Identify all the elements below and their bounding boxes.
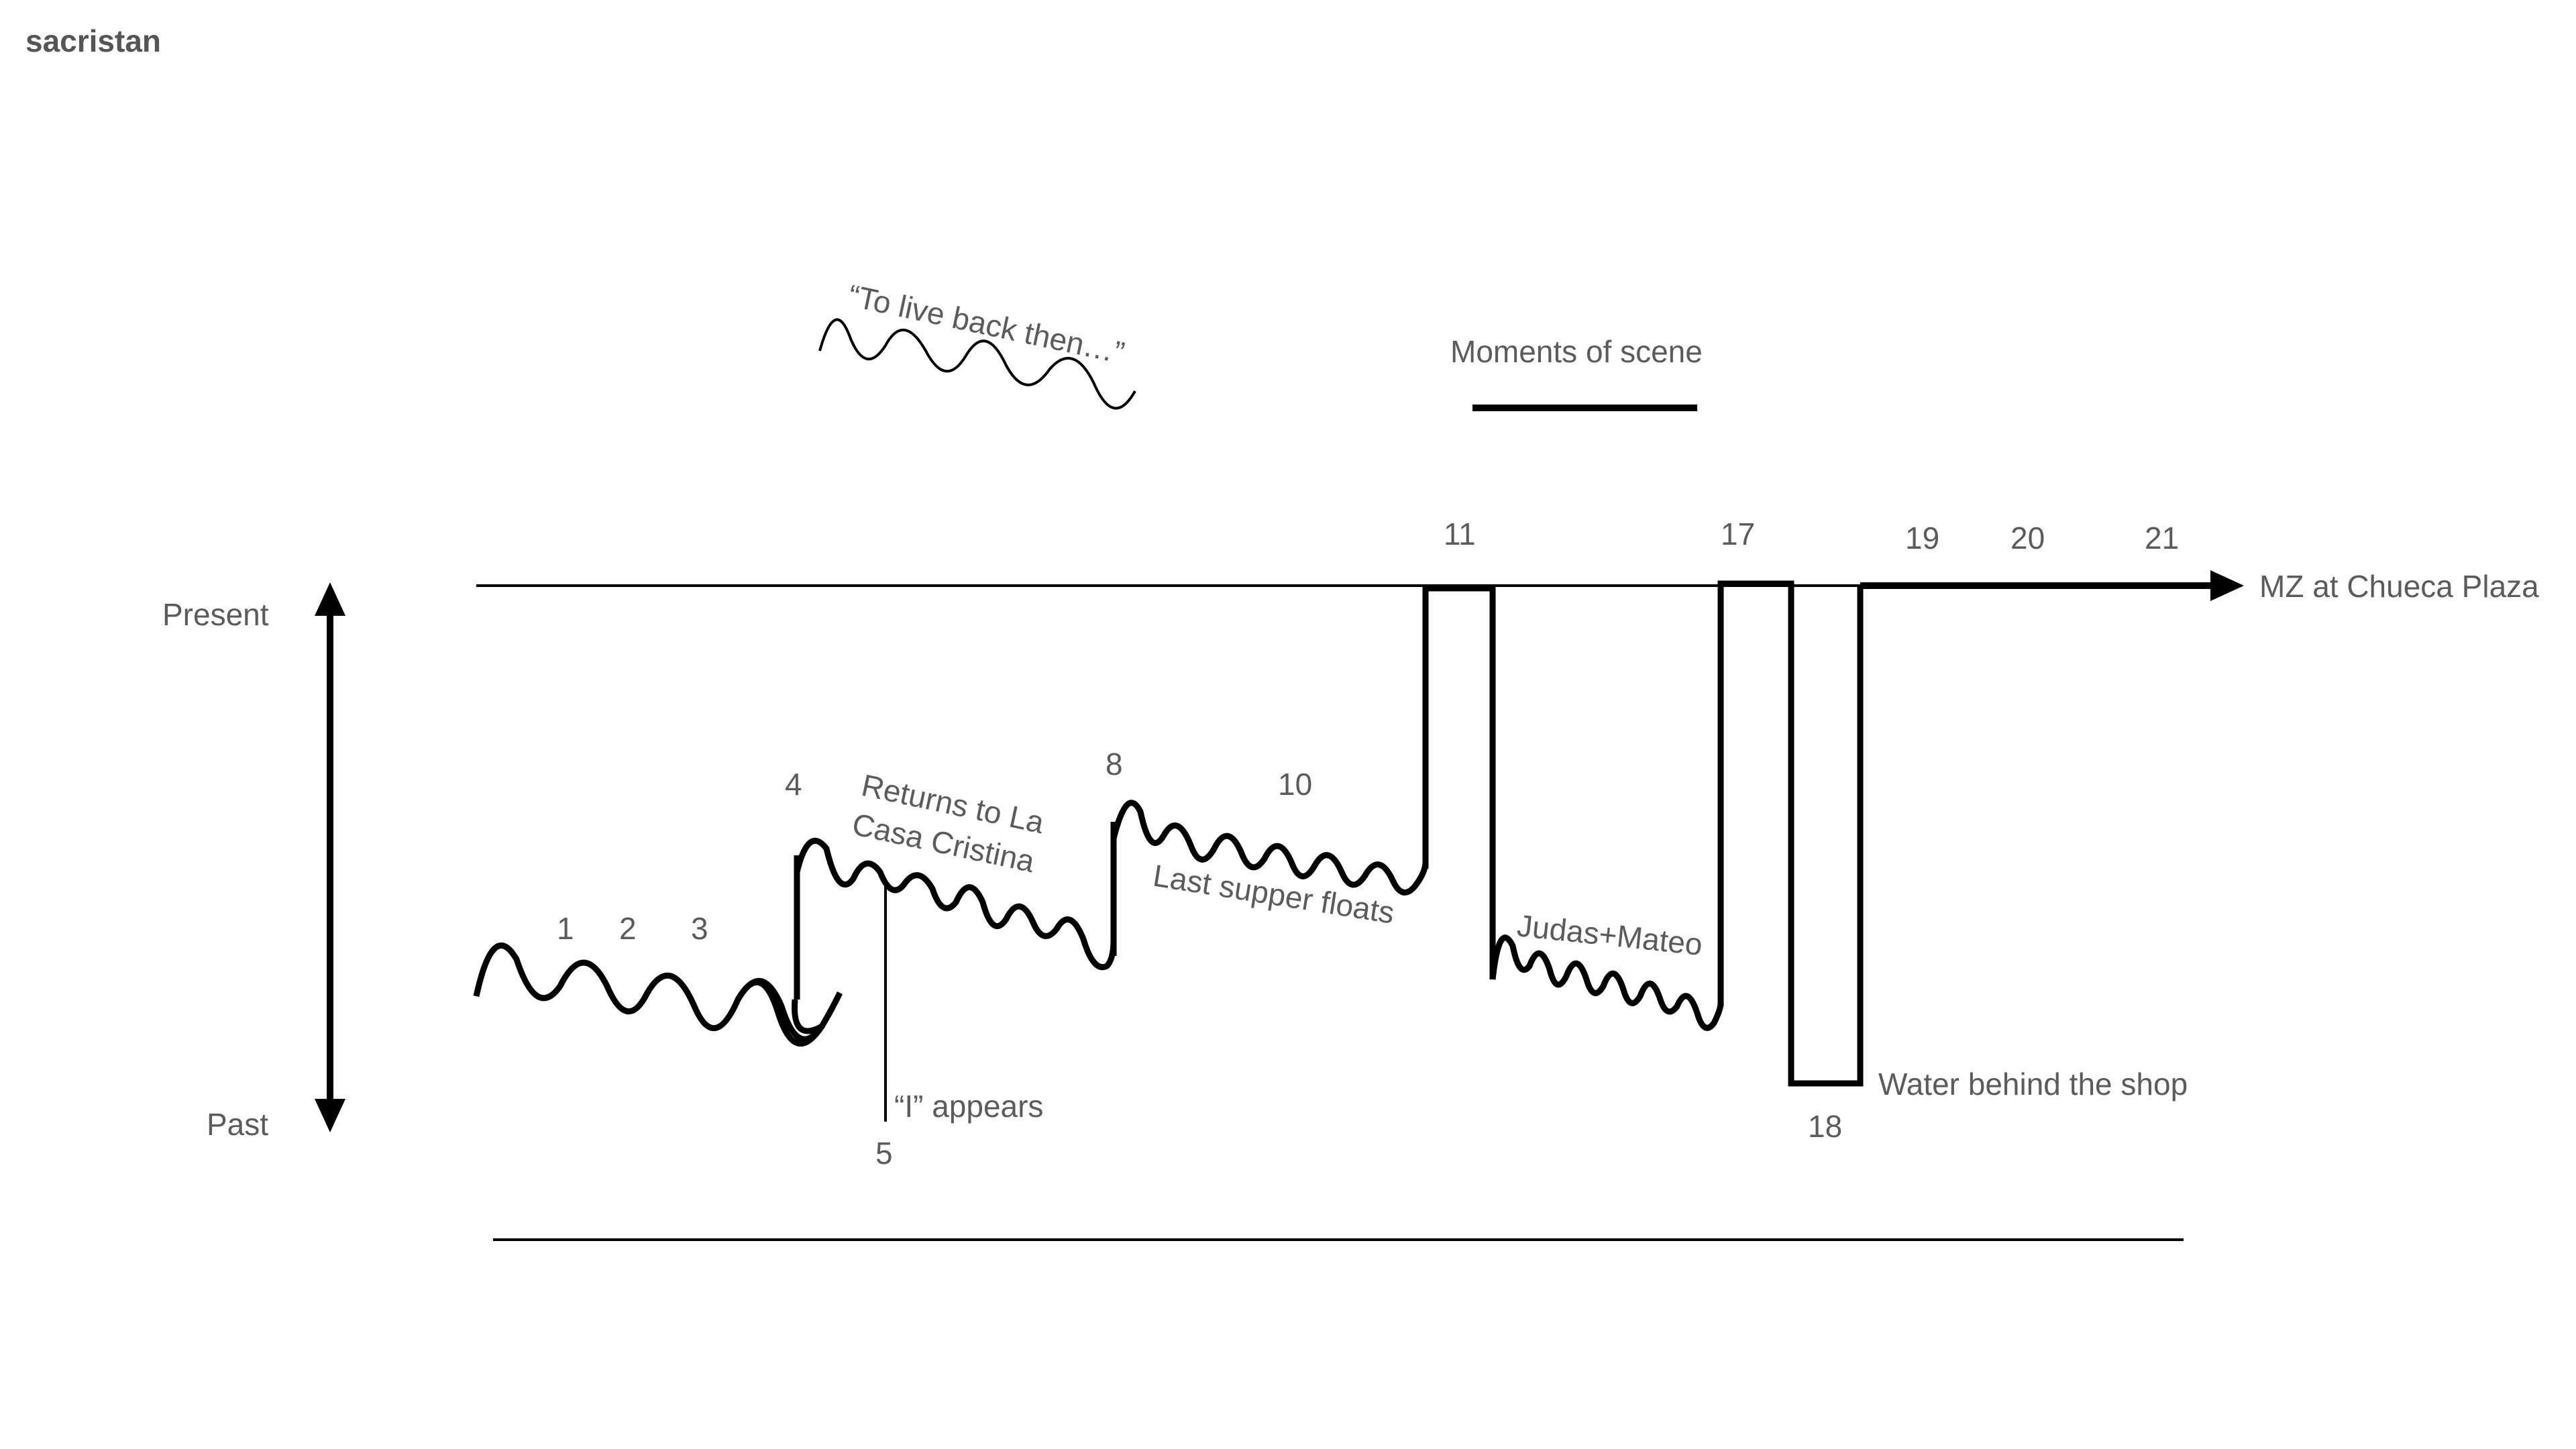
scene-number-10: 10 [1278, 767, 1312, 802]
scene-number-18: 18 [1808, 1109, 1842, 1144]
scene-number-21: 21 [2145, 521, 2179, 555]
annotation-water: Water behind the shop [1878, 1067, 2188, 1102]
present-arrowhead [2210, 570, 2244, 601]
present-label: Present [162, 597, 269, 632]
segment-scenes-1-3-end [735, 979, 843, 1047]
scene-number-2: 2 [619, 911, 637, 946]
past-label: Past [207, 1107, 268, 1142]
segment-scenes-1-3 [473, 943, 825, 1042]
scene-number-8: 8 [1106, 747, 1123, 782]
annotation-last-supper: Last supper floats [1150, 858, 1397, 930]
segment-scenes-8-10 [1110, 800, 1429, 896]
segment-judas-mateo [1489, 934, 1724, 1031]
annotation-i-appears: “I” appears [894, 1089, 1043, 1124]
annotation-endpoint: MZ at Chueca Plaza [2259, 569, 2539, 604]
scene-number-11: 11 [1444, 517, 1476, 551]
scene-number-1: 1 [557, 911, 574, 946]
page-title: sacristan [25, 23, 162, 58]
segment-scenes-4-7 [794, 837, 1117, 970]
scene-number-20: 20 [2010, 521, 2045, 555]
legend-solid-label: Moments of scene [1450, 334, 1703, 369]
scene-number-4: 4 [785, 767, 802, 802]
scene-11-jump [1422, 585, 1496, 979]
scene-number-3: 3 [691, 911, 708, 946]
scene-number-5: 5 [875, 1136, 893, 1171]
time-axis-arrow [315, 582, 345, 1132]
legend-wavy-label: “To live back then…” [845, 278, 1128, 370]
scene-17-18-jumps [1717, 580, 1864, 1087]
legend-wavy-line [818, 318, 1136, 410]
scene-number-19: 19 [1905, 521, 1939, 555]
scene-number-17: 17 [1721, 517, 1755, 551]
